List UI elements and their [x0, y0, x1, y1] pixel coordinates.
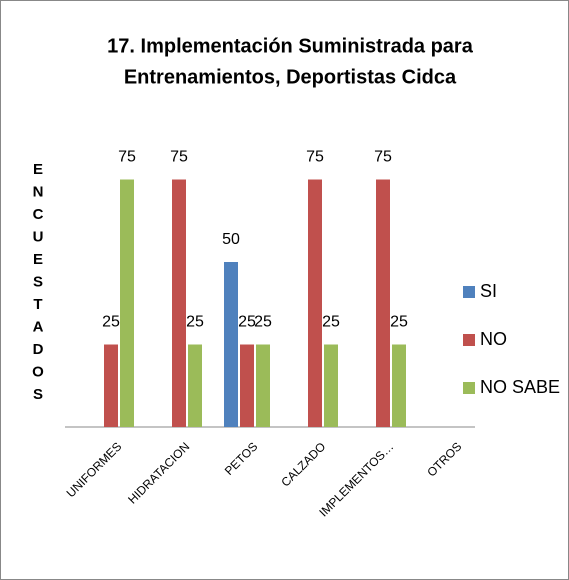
- y-axis-label: C: [33, 206, 44, 223]
- data-label: 25: [390, 314, 408, 331]
- data-label: 75: [374, 149, 392, 166]
- chart-title: 17. Implementación Suministrada para: [107, 35, 474, 57]
- bar: [308, 179, 322, 427]
- y-axis-label: S: [33, 273, 43, 290]
- y-axis-label: O: [32, 363, 44, 380]
- data-label: 25: [238, 314, 256, 331]
- bar: [120, 179, 134, 427]
- bar: [188, 344, 202, 427]
- bar: [376, 179, 390, 427]
- bar: [172, 179, 186, 427]
- legend-swatch: [463, 334, 475, 346]
- y-axis-label: T: [33, 296, 42, 313]
- data-label: 25: [186, 314, 204, 331]
- data-label: 75: [170, 149, 188, 166]
- data-label: 75: [118, 149, 136, 166]
- y-axis-label: E: [33, 161, 43, 178]
- y-axis-label: D: [33, 341, 44, 358]
- bar: [256, 344, 270, 427]
- data-label: 25: [322, 314, 340, 331]
- bar: [224, 262, 238, 427]
- data-label: 50: [222, 231, 240, 248]
- data-label: 75: [306, 149, 324, 166]
- bar: [392, 344, 406, 427]
- y-axis-label: U: [33, 228, 44, 245]
- legend-swatch: [463, 382, 475, 394]
- legend-label: SI: [480, 281, 497, 301]
- legend-swatch: [463, 286, 475, 298]
- y-axis-label: E: [33, 251, 43, 268]
- bar: [104, 344, 118, 427]
- data-label: 25: [102, 314, 120, 331]
- y-axis-label: A: [33, 318, 44, 335]
- chart-title: Entrenamientos, Deportistas Cidca: [124, 66, 457, 88]
- legend-label: NO: [480, 329, 507, 349]
- data-label: 25: [254, 314, 272, 331]
- y-axis-label: N: [33, 183, 44, 200]
- bar: [240, 344, 254, 427]
- legend-label: NO SABE: [480, 377, 560, 397]
- y-axis-label: S: [33, 386, 43, 403]
- bar: [324, 344, 338, 427]
